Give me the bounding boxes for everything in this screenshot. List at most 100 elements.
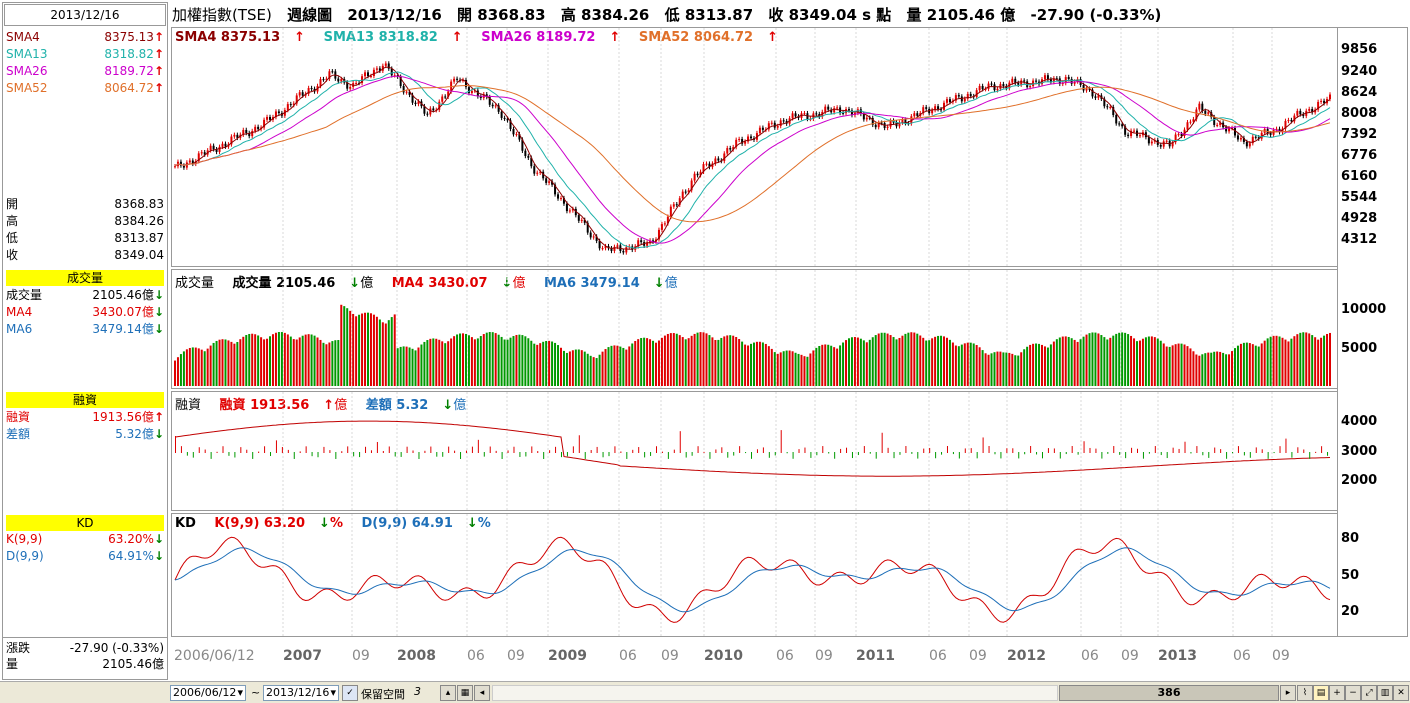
margin-diff-bar — [1053, 448, 1055, 453]
volume-section-title: 成交量 — [6, 270, 164, 286]
left-info-panel — [2, 2, 168, 680]
value-number: 8349.04 — [114, 248, 164, 262]
header-volume: 量 2105.46 億 — [906, 6, 1016, 24]
margin-diff-bar — [216, 451, 218, 453]
qty-label: 量 — [6, 657, 19, 671]
margin-diff-bar — [1101, 452, 1103, 459]
margin-diff-bar — [531, 446, 533, 453]
value-label: 收 — [6, 248, 19, 262]
volume-bar — [948, 339, 951, 386]
candle-body — [559, 198, 562, 200]
candle-body — [747, 136, 750, 142]
margin-diff-bar — [572, 446, 574, 453]
margin-diff-bar — [846, 447, 848, 453]
volume-bar — [1195, 354, 1198, 386]
candle-body — [830, 109, 833, 113]
margin-diff-bar — [394, 452, 396, 457]
volume-bar — [839, 345, 842, 386]
scrollbar-thumb[interactable]: 386 — [1059, 685, 1279, 701]
candle-body — [824, 106, 827, 112]
margin-diff-bar — [335, 452, 337, 459]
margin-diff-bar — [489, 446, 491, 453]
candle-body — [663, 223, 666, 225]
margin-diff-bar — [365, 446, 367, 453]
margin-diff-bar — [863, 446, 865, 453]
volume-bar — [174, 360, 176, 386]
volume-bar — [711, 337, 714, 386]
candle-body — [405, 91, 408, 93]
candle-body — [500, 111, 503, 118]
candle-body — [586, 222, 589, 233]
reserve-space-value[interactable]: 3 — [414, 685, 421, 698]
start-date-select[interactable]: 2006/06/12 ▾ — [170, 685, 246, 701]
candle-body — [551, 181, 554, 185]
volume-bar — [301, 335, 304, 386]
volume-bar — [966, 342, 969, 386]
margin-diff-bar — [1285, 438, 1287, 453]
volume-bar — [1326, 333, 1329, 386]
volume-bar — [254, 334, 257, 386]
scroll-left-button[interactable]: ◂ — [474, 685, 490, 701]
volume-bar — [767, 346, 770, 386]
candle-body — [1035, 80, 1038, 82]
zoom-in-icon[interactable]: + — [1329, 685, 1345, 701]
volume-bar — [334, 340, 337, 386]
margin-diff-bar — [774, 452, 776, 456]
margin-diff-bar — [1232, 452, 1234, 454]
price-panel[interactable] — [171, 27, 1338, 267]
volume-bar — [720, 337, 723, 386]
scrollbar-track[interactable] — [492, 685, 1058, 701]
volume-bar — [1189, 348, 1192, 386]
calendar-icon[interactable]: ▤ — [1313, 685, 1329, 701]
value-number: 63.20%↓ — [108, 532, 164, 546]
volume-bar — [613, 345, 616, 386]
zoom-out-icon[interactable]: − — [1345, 685, 1361, 701]
candle-body — [402, 86, 405, 93]
candle-body — [996, 88, 999, 91]
volume-bar — [586, 353, 589, 386]
margin-diff-bar — [507, 450, 509, 453]
end-date-select[interactable]: 2013/12/16 ▾ — [263, 685, 339, 701]
volume-bar — [601, 351, 604, 386]
margin-diff-bar — [899, 452, 901, 455]
y-tick-label: 80 — [1341, 531, 1360, 546]
margin-diff-bar — [1267, 452, 1269, 459]
volume-bar — [729, 335, 732, 386]
candle-body — [726, 148, 729, 154]
candle-body — [1014, 78, 1017, 83]
candle-body — [174, 166, 176, 168]
fit-icon[interactable]: ⤢ — [1361, 685, 1377, 701]
value-row: 收 8349.04 — [6, 247, 166, 264]
volume-bar — [657, 340, 660, 386]
margin-diff-bar — [543, 452, 545, 459]
volume-bar — [913, 332, 916, 386]
volume-bar — [188, 347, 191, 386]
candle-body — [295, 95, 298, 104]
candle-body — [571, 208, 574, 211]
apply-date-button[interactable]: ✓ — [342, 685, 358, 701]
volume-bar — [1281, 337, 1284, 386]
grid-button[interactable]: ▦ — [457, 685, 473, 701]
scroll-right-button[interactable]: ▸ — [1280, 685, 1296, 701]
spin-up-button[interactable]: ▴ — [440, 685, 456, 701]
chart-svg — [174, 28, 1331, 636]
close-icon[interactable]: ✕ — [1393, 685, 1409, 701]
candle-body — [943, 102, 946, 110]
candle-body — [779, 120, 782, 127]
candle-body — [1109, 107, 1112, 109]
volume-bar — [179, 354, 182, 386]
chart-settings-icon[interactable]: ▥ — [1377, 685, 1393, 701]
kd-panel[interactable] — [171, 513, 1338, 637]
volume-bar — [770, 348, 773, 386]
volume-bar — [859, 338, 862, 386]
candle-body — [289, 104, 292, 106]
margin-diff-bar — [370, 450, 372, 453]
volume-bar — [1156, 338, 1159, 386]
volume-bar — [847, 338, 850, 386]
candle-body — [1150, 141, 1153, 144]
candle-body — [411, 94, 414, 103]
kd-legend: KD K(9,9) 63.20 ↓% D(9,9) 64.91 ↓% — [175, 516, 505, 531]
chart-type-icon[interactable]: ⌇ — [1297, 685, 1313, 701]
candle-body — [536, 172, 539, 174]
candle-body — [1130, 130, 1133, 137]
